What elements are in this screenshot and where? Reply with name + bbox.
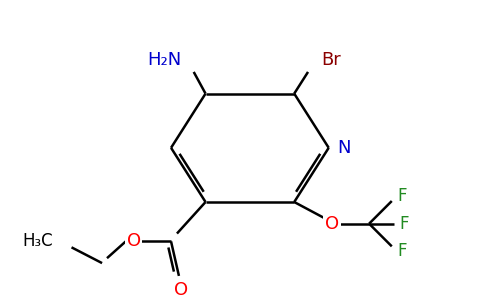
Text: Br: Br	[321, 51, 341, 69]
Text: O: O	[174, 281, 188, 299]
Text: H₂N: H₂N	[148, 51, 182, 69]
Text: F: F	[397, 187, 407, 205]
Text: F: F	[400, 215, 409, 233]
Text: F: F	[397, 242, 407, 260]
Text: O: O	[126, 232, 141, 250]
Text: N: N	[338, 139, 351, 157]
Text: O: O	[325, 215, 339, 233]
Text: H₃C: H₃C	[22, 232, 53, 250]
